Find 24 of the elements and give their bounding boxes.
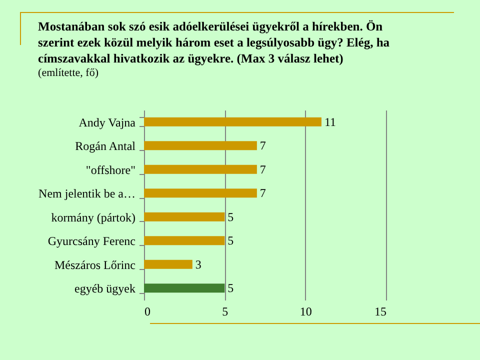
y-tick-label: "offshore" [86,162,136,177]
x-tick-label: 5 [222,304,228,318]
data-label: 11 [324,114,336,129]
y-tick-label: Andy Vajna [78,115,136,130]
x-tick-label: 0 [144,304,150,318]
data-label: 7 [260,162,266,176]
data-label: 5 [228,210,234,224]
y-tick-label: Gyurcsány Ferenc [48,234,136,248]
data-label: 7 [260,138,266,153]
data-label: 5 [228,234,234,248]
y-tick-label: Rogán Antal [75,139,136,154]
y-tick-label: kormány (pártok) [51,210,136,224]
chart-subtitle: (említette, fő) [38,67,99,79]
y-tick-label: egyéb ügyek [74,282,136,296]
text: címszavakkal hivatkozik az ügyekre. (Max 3 válasz lehet) [38,52,344,66]
text: szerint ezek közül melyik három eset a legsúlyosabb ügy? Elég, ha [38,36,390,50]
x-tick-label: 10 [300,304,312,318]
y-tick-label: Mészáros Lőrinc [54,258,136,272]
y-tick-label: Nem jelentik be a… [38,186,136,201]
data-label: 3 [195,257,202,272]
data-label: 5 [228,281,234,296]
data-label: 7 [260,186,266,200]
text: Mostanában sok szó esik adóelkerülései ügyekről a hírekben. Ön [38,20,383,34]
x-tick-label: 15 [374,304,386,318]
